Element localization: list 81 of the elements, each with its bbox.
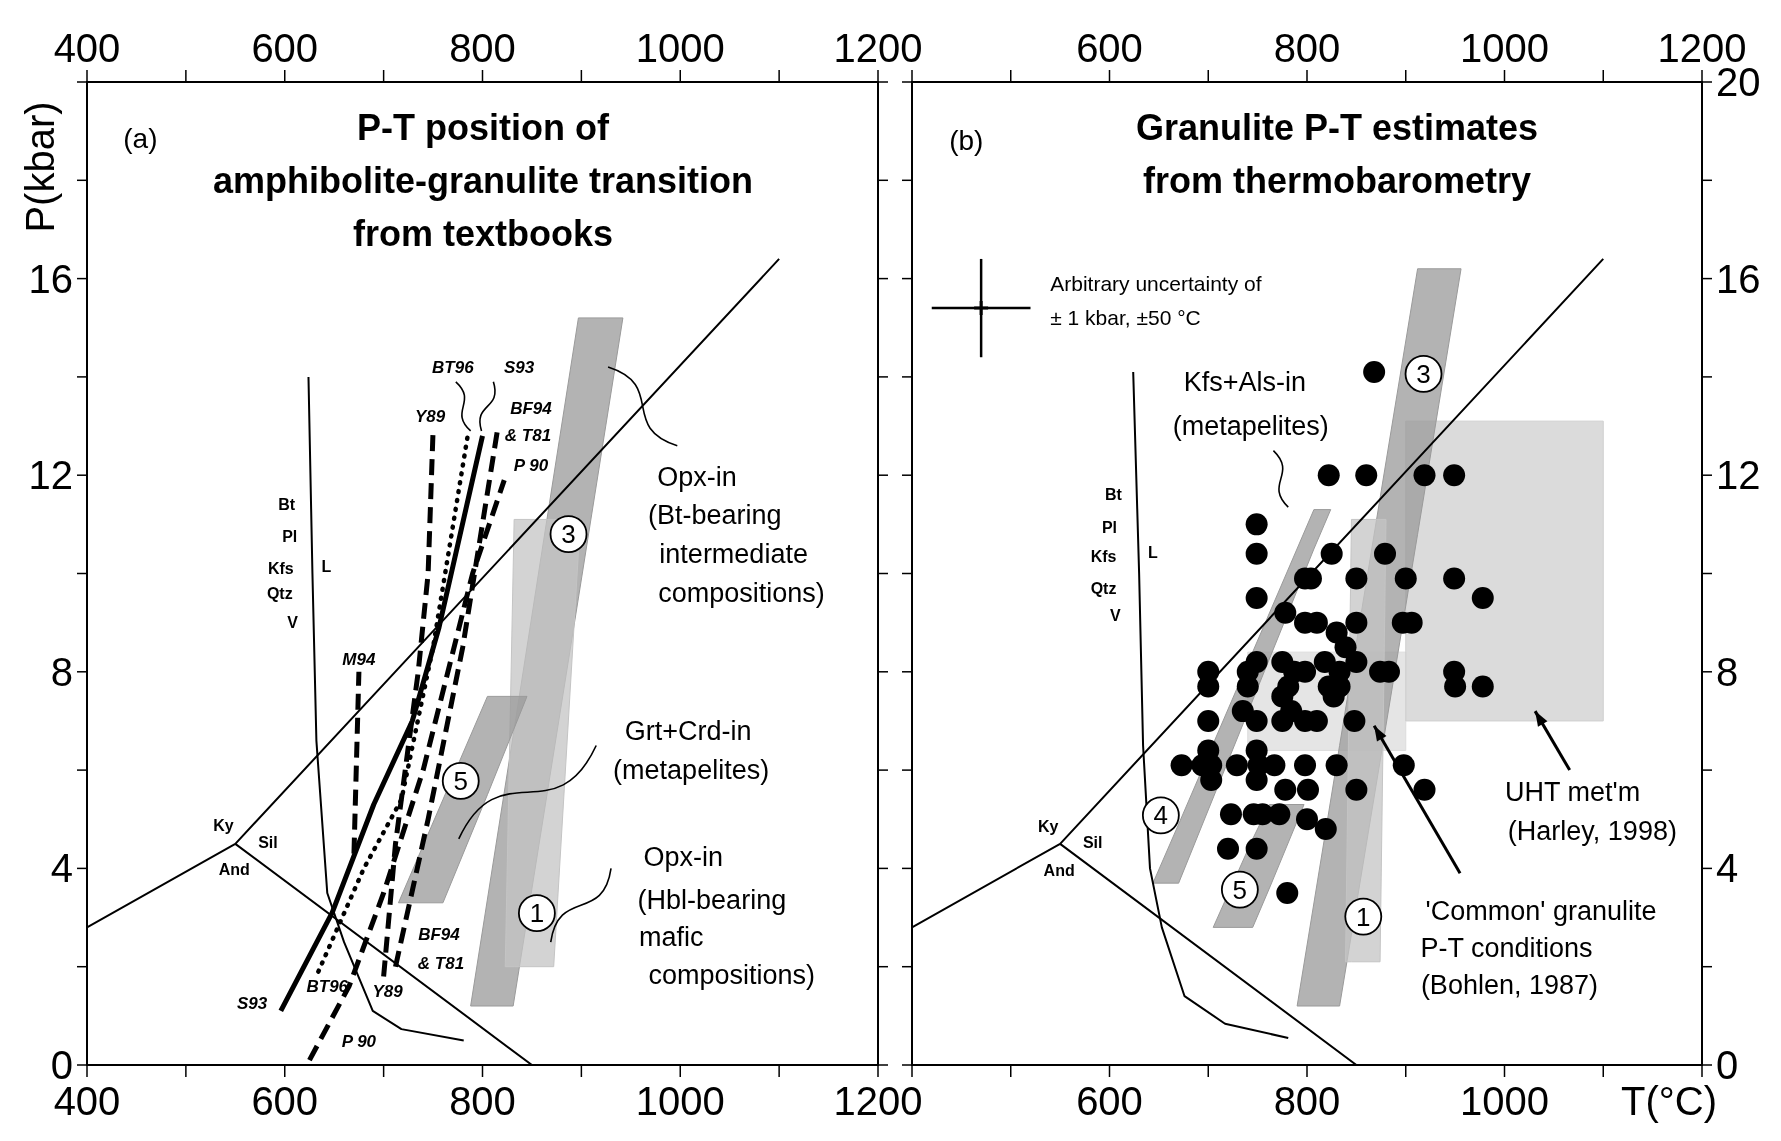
x-tick-label: 800: [449, 26, 516, 70]
annotation: (Harley, 1998): [1507, 815, 1677, 846]
annotation: 4: [1153, 800, 1169, 831]
annotation: 1: [529, 898, 545, 929]
annotation: compositions): [658, 578, 825, 609]
annotation: Qtz: [266, 584, 293, 602]
x-tick-label: 1000: [635, 26, 725, 70]
annotation: Opx-in: [643, 842, 723, 873]
annotation: Kfs: [1090, 547, 1117, 565]
annotation: L: [1148, 543, 1159, 561]
annotation: Arbitrary uncertainty of: [1050, 272, 1262, 296]
annotation: BT96: [306, 976, 349, 996]
annotation: intermediate: [659, 538, 808, 569]
annotation: 3: [561, 519, 576, 550]
annotation: 3: [1416, 358, 1431, 389]
x-tick-label: 1000: [1460, 1079, 1549, 1123]
annotation: P 90: [513, 455, 549, 475]
annotation: compositions): [648, 959, 815, 990]
annotation: (metapelites): [613, 755, 770, 786]
annotation: Kfs: [267, 560, 294, 578]
annotation: (b): [949, 125, 984, 157]
annotation: (Hbl-bearing: [637, 884, 787, 915]
annotation: V: [1110, 606, 1122, 624]
y2-tick-label: 8: [1716, 649, 1739, 694]
annotation: Ky: [1038, 818, 1059, 836]
annotation: P 90: [341, 1032, 377, 1052]
annotation: V: [287, 614, 299, 632]
annotation: Sil: [1082, 833, 1103, 851]
x-tick-label: 400: [53, 26, 121, 70]
y2-tick-label: 12: [1716, 453, 1761, 498]
y-tick-label: 0: [50, 1043, 73, 1087]
annotation: Y89: [372, 982, 404, 1002]
annotation: (a): [123, 123, 158, 155]
y2-tick-label: 0: [1716, 1043, 1739, 1087]
annotation: BF94: [418, 925, 461, 945]
annotation: Grt+Crd-in: [624, 715, 752, 746]
annotation: P-T conditions: [1420, 933, 1593, 964]
annotation: & T81: [417, 953, 465, 973]
text: Granulite P-T estimates from thermobarometry: [1135, 107, 1539, 201]
annotation: Bt: [1105, 486, 1123, 504]
x-tick-label: 600: [1076, 1079, 1143, 1123]
text: P-T position of amphibolite-granulite transition from textbooks: [212, 107, 754, 254]
annotation: Pl: [282, 528, 298, 546]
y2-tick-label: 4: [1716, 846, 1739, 891]
annotation: Y89: [414, 406, 446, 426]
y2-tick-label: 16: [1716, 256, 1761, 301]
annotation: BT96: [432, 357, 475, 377]
annotation: (Bt-bearing: [648, 499, 782, 530]
annotation: (Bohlen, 1987): [1420, 969, 1598, 1000]
y-tick-label: 4: [50, 846, 73, 891]
annotation: 5: [1232, 874, 1248, 905]
annotation: Bt: [278, 496, 296, 514]
annotation: mafic: [639, 922, 704, 953]
annotation: M94: [342, 650, 376, 670]
annotation: UHT met'm: [1505, 777, 1641, 808]
annotation: Pl: [1101, 518, 1118, 536]
annotation: S93: [503, 357, 535, 377]
x-tick-label: 600: [251, 26, 319, 70]
annotation: Qtz: [1090, 579, 1117, 597]
x-tick-label: 1200: [833, 26, 923, 70]
annotation: Sil: [258, 833, 278, 851]
annotation: ± 1 kbar, ±50 °C: [1050, 306, 1201, 330]
x-axis-title: T(°C): [1621, 1079, 1717, 1123]
annotation: Kfs+Als-in: [1183, 366, 1306, 397]
annotation: L: [321, 557, 332, 575]
y-tick-label: 8: [50, 649, 73, 694]
annotation: And: [1043, 862, 1075, 880]
annotation: 'Common' granulite: [1425, 895, 1657, 926]
annotation: Ky: [213, 816, 234, 834]
x-tick-label: 800: [1273, 1079, 1341, 1123]
annotation: & T81: [504, 426, 552, 446]
annotation: BF94: [510, 399, 553, 419]
y-axis-title: P(kbar): [18, 101, 62, 233]
annotation: S93: [237, 994, 268, 1014]
annotation: (metapelites): [1172, 411, 1329, 442]
annotation: 1: [1356, 901, 1371, 932]
y-tick-label: 16: [28, 256, 73, 301]
annotation: And: [218, 860, 250, 878]
y-tick-label: 12: [28, 453, 73, 498]
annotation: Opx-in: [657, 461, 737, 492]
annotation: 5: [453, 765, 468, 796]
